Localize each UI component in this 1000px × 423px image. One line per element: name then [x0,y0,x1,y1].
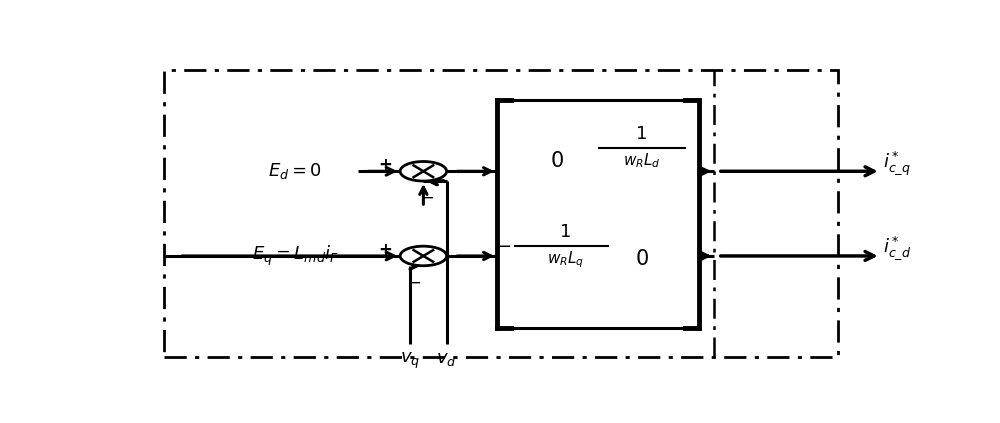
Text: $i^*_{c\_d}$: $i^*_{c\_d}$ [883,234,911,261]
Text: $w_R L_q$: $w_R L_q$ [547,250,584,270]
Circle shape [400,162,447,181]
Text: $-$: $-$ [407,272,421,290]
Text: 0: 0 [635,249,649,269]
Text: +: + [378,157,392,174]
Circle shape [400,246,447,266]
Text: $v_d$: $v_d$ [436,350,457,368]
Text: 1: 1 [636,125,648,143]
Text: 1: 1 [560,223,571,241]
Text: $i^*_{c\_q}$: $i^*_{c\_q}$ [883,149,911,177]
Text: $E_q=L_{md}i_F$: $E_q=L_{md}i_F$ [252,244,339,268]
Text: +: + [378,241,392,259]
Text: 0: 0 [551,151,564,171]
Text: $w_R L_d$: $w_R L_d$ [623,151,661,170]
Text: $v_q$: $v_q$ [400,350,420,371]
Text: $-$: $-$ [496,236,511,253]
Text: $-$: $-$ [420,187,434,206]
Bar [497,100,698,327]
Text: $E_d=0$: $E_d=0$ [268,161,323,181]
